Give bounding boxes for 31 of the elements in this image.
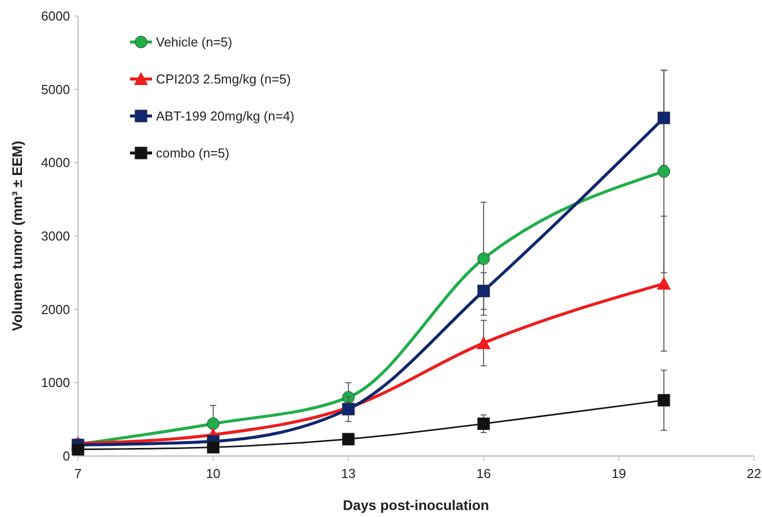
x-axis-title: Days post-inoculation [342, 497, 490, 513]
legend-label: CPI203 2.5mg/kg (n=5) [156, 72, 291, 87]
legend-label: ABT-199 20mg/kg (n=4) [156, 108, 294, 124]
x-tick-label: 22 [746, 466, 762, 481]
point [658, 112, 670, 124]
y-tick-label: 5000 [41, 82, 70, 97]
point [658, 394, 670, 407]
x-tick-label: 16 [476, 466, 491, 481]
point [477, 252, 490, 265]
x-tick-label: 7 [74, 466, 82, 481]
point [477, 284, 490, 298]
point [656, 276, 671, 290]
point [206, 440, 220, 454]
x-tick-label: 10 [206, 466, 220, 481]
point [658, 165, 670, 178]
point [72, 443, 84, 456]
legend-label: Vehicle (n=5) [156, 34, 232, 50]
legend-label: combo (n=5) [156, 146, 230, 161]
x-tick-label: 19 [612, 466, 626, 481]
point [342, 432, 355, 446]
y-axis-title: Volumen tumor (mm³ ± EEM) [9, 140, 25, 332]
y-tick-label: 4000 [41, 155, 70, 170]
x-tick-label: 13 [341, 466, 356, 481]
y-tick-label: 6000 [41, 8, 70, 24]
point [476, 336, 491, 350]
y-tick-label: 3000 [41, 228, 70, 244]
y-tick-label: 0 [62, 448, 70, 464]
point [206, 417, 220, 430]
point [477, 417, 490, 430]
y-tick-label: 1000 [41, 375, 70, 390]
y-tick-label: 2000 [41, 302, 70, 317]
